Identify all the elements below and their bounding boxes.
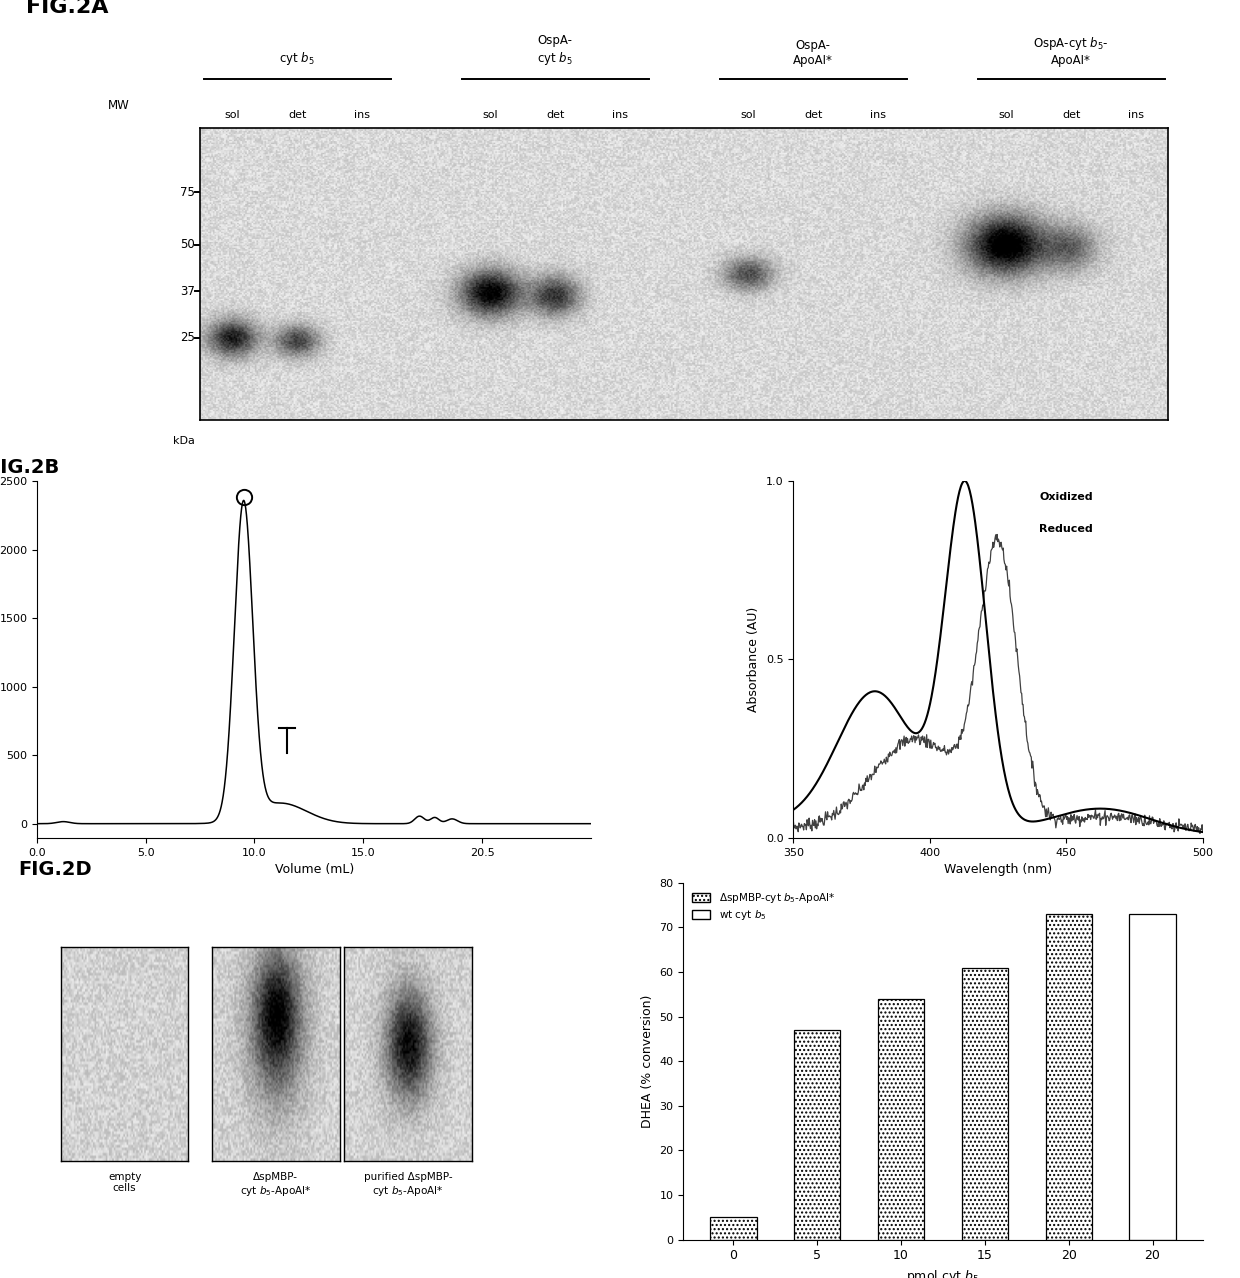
Text: OspA-
cyt $b_5$: OspA- cyt $b_5$ bbox=[537, 35, 573, 66]
Bar bbox=[1045, 914, 1091, 1240]
Bar bbox=[962, 967, 1008, 1240]
Y-axis label: DHEA (% conversion): DHEA (% conversion) bbox=[641, 994, 653, 1128]
Reduced bbox=[1028, 774, 1043, 790]
Text: 75: 75 bbox=[180, 185, 195, 199]
Legend: ΔspMBP-cyt $b_5$-ApoAI*, wt cyt $b_5$: ΔspMBP-cyt $b_5$-ApoAI*, wt cyt $b_5$ bbox=[688, 888, 838, 925]
Oxidized bbox=[972, 550, 987, 565]
Text: ins: ins bbox=[869, 110, 885, 120]
Bar bbox=[711, 1218, 756, 1240]
Text: FIG.2A: FIG.2A bbox=[26, 0, 108, 18]
Text: sol: sol bbox=[224, 110, 241, 120]
Y-axis label: Absorbance (AU): Absorbance (AU) bbox=[748, 607, 760, 712]
Text: det: det bbox=[804, 110, 822, 120]
Text: kDa: kDa bbox=[172, 436, 195, 446]
Text: cyt $b_5$: cyt $b_5$ bbox=[279, 50, 315, 66]
Bar bbox=[795, 1030, 841, 1240]
Text: Oxidized: Oxidized bbox=[1039, 492, 1092, 502]
Reduced bbox=[971, 622, 986, 638]
Oxidized bbox=[1095, 801, 1110, 817]
Text: 37: 37 bbox=[180, 285, 195, 298]
Reduced bbox=[858, 771, 873, 786]
Reduced bbox=[892, 735, 906, 750]
Reduced bbox=[1060, 809, 1075, 824]
Reduced bbox=[1095, 809, 1110, 824]
Line: Oxidized: Oxidized bbox=[794, 481, 1203, 832]
Oxidized bbox=[957, 473, 972, 488]
Text: sol: sol bbox=[740, 110, 756, 120]
Text: ins: ins bbox=[611, 110, 627, 120]
Oxidized bbox=[1195, 824, 1210, 840]
Text: det: det bbox=[546, 110, 564, 120]
Text: OspA-cyt $b_5$-
ApoAI*: OspA-cyt $b_5$- ApoAI* bbox=[1033, 35, 1109, 66]
Text: MW: MW bbox=[108, 98, 130, 111]
Reduced bbox=[990, 527, 1004, 542]
Text: OspA-
ApoAI*: OspA- ApoAI* bbox=[794, 38, 833, 66]
Text: ins: ins bbox=[353, 110, 370, 120]
Text: Reduced: Reduced bbox=[1039, 524, 1092, 534]
Text: ins: ins bbox=[1127, 110, 1143, 120]
Text: sol: sol bbox=[998, 110, 1014, 120]
Text: FIG.2D: FIG.2D bbox=[19, 860, 92, 879]
Oxidized bbox=[1028, 814, 1043, 829]
Text: sol: sol bbox=[482, 110, 498, 120]
X-axis label: Volume (mL): Volume (mL) bbox=[274, 863, 353, 877]
Oxidized bbox=[1060, 806, 1075, 822]
Text: empty
cells: empty cells bbox=[108, 1172, 141, 1194]
Text: 25: 25 bbox=[180, 331, 195, 345]
Text: det: det bbox=[1061, 110, 1080, 120]
Oxidized bbox=[858, 688, 873, 703]
X-axis label: pmol cyt $b_5$: pmol cyt $b_5$ bbox=[906, 1268, 980, 1278]
Reduced bbox=[1195, 824, 1210, 840]
Reduced bbox=[786, 814, 801, 829]
Reduced bbox=[1193, 826, 1208, 841]
Oxidized bbox=[786, 803, 801, 818]
Bar bbox=[878, 999, 924, 1240]
Bar bbox=[1130, 914, 1176, 1240]
Text: 50: 50 bbox=[180, 238, 195, 252]
X-axis label: Wavelength (nm): Wavelength (nm) bbox=[944, 863, 1053, 877]
Line: Reduced: Reduced bbox=[794, 534, 1203, 833]
Text: FIG.2B: FIG.2B bbox=[0, 458, 60, 477]
Text: purified ΔspMBP-
cyt $b_5$-ApoAI*: purified ΔspMBP- cyt $b_5$-ApoAI* bbox=[363, 1172, 453, 1197]
Text: ΔspMBP-
cyt $b_5$-ApoAI*: ΔspMBP- cyt $b_5$-ApoAI* bbox=[241, 1172, 311, 1197]
Text: det: det bbox=[288, 110, 306, 120]
Oxidized bbox=[892, 707, 906, 722]
